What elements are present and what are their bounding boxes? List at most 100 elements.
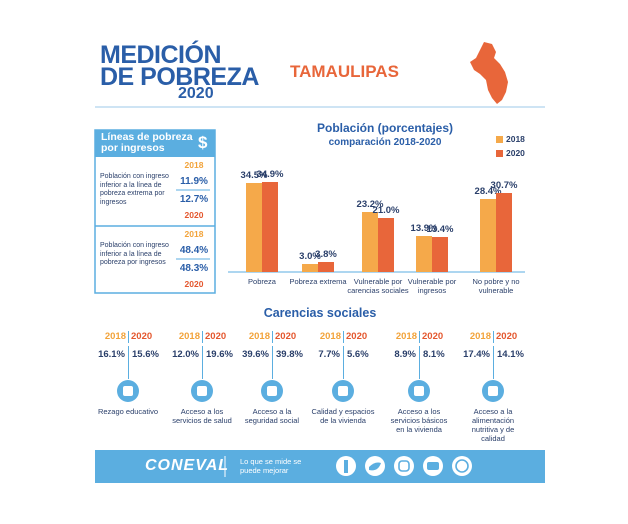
bar <box>496 192 512 272</box>
bar <box>480 198 496 272</box>
bar <box>362 212 378 272</box>
year-2018: 2018 <box>469 331 491 342</box>
value-2020: 5.6% <box>347 349 369 360</box>
instagram-icon[interactable] <box>394 456 414 476</box>
value-2018: 12.0% <box>172 349 199 360</box>
title-2: DE POBREZA <box>100 63 259 91</box>
year-divider <box>493 331 494 343</box>
chart-subtitle: comparación 2018-2020 <box>328 137 442 148</box>
connector <box>419 346 420 379</box>
category-label: Vulnerable por carencias sociales <box>347 277 409 295</box>
year-2018: 2018 <box>395 331 417 342</box>
legend-label: 2018 <box>506 134 525 144</box>
value-label: 34.9% <box>256 169 284 180</box>
category-label: Vulnerable por ingresos <box>407 277 457 295</box>
value-label: 13.4% <box>426 224 454 236</box>
year-2020: 2020 <box>131 331 153 342</box>
value-label: 23.2% <box>356 199 384 211</box>
year-2020: 2020 <box>184 279 204 289</box>
year-divider <box>128 331 129 343</box>
bar <box>302 264 318 272</box>
category-label: Pobreza <box>248 277 276 286</box>
connector <box>272 346 273 379</box>
poverty-title: Líneas de pobreza por ingresos <box>101 131 193 154</box>
row-label: Población con ingreso inferior a la líne… <box>100 242 169 266</box>
value-label: 30.7% <box>490 179 518 191</box>
legend-swatch <box>496 150 503 157</box>
bar <box>318 262 334 272</box>
value-2020: 39.8% <box>276 349 303 360</box>
year-2020: 2020 <box>205 331 227 342</box>
year-2018: 2018 <box>184 229 204 239</box>
carencia-label: Acceso a la alimentación nutritiva y de … <box>471 407 515 443</box>
value-label: 28.4% <box>474 185 502 197</box>
dollar-icon: $ <box>198 133 208 152</box>
year-2020: 2020 <box>184 210 204 220</box>
icon-inner <box>338 386 348 396</box>
connector <box>128 346 129 379</box>
glyph <box>344 460 348 473</box>
value-2020: 14.1% <box>497 349 524 360</box>
legend-label: 2020 <box>506 148 525 158</box>
year-2020: 2020 <box>496 331 518 342</box>
carencia-label: Calidad y espacios de la vivienda <box>311 407 375 425</box>
glyph <box>427 462 439 470</box>
carencia-label: Acceso a los servicios básicos en la viv… <box>390 407 448 434</box>
icon-inner <box>414 386 424 396</box>
state-name: TAMAULIPAS <box>290 62 399 81</box>
slogan: Lo que se mide se puede mejorar <box>240 457 302 475</box>
year-2018: 2018 <box>104 331 126 342</box>
bar <box>432 237 448 272</box>
value-2018: 17.4% <box>463 349 490 360</box>
glyph <box>369 462 381 471</box>
bar <box>246 183 262 272</box>
value-2018: 39.6% <box>242 349 269 360</box>
value-label: 13.9% <box>410 223 438 235</box>
icon-inner <box>267 386 277 396</box>
bar <box>262 182 278 272</box>
year-2020: 2020 <box>275 331 297 342</box>
row-label: Población con ingreso inferior a la líne… <box>100 173 169 206</box>
poverty-box-header <box>95 130 215 157</box>
year-2020: 2020 <box>422 331 444 342</box>
carencia-label: Acceso a la seguridad social <box>244 407 300 425</box>
title-1: MEDICIÓN <box>100 41 222 69</box>
value-2018: 16.1% <box>98 349 125 360</box>
value-label: 34.5% <box>240 170 268 182</box>
value-2020: 8.1% <box>423 349 445 360</box>
category-label: Pobreza extrema <box>289 277 347 286</box>
icon-inner <box>123 386 133 396</box>
carencia-label: Acceso a los servicios de salud <box>172 407 232 425</box>
chart-title: Población (porcentajes) <box>316 121 454 135</box>
year-2020: 2020 <box>346 331 368 342</box>
year-2018: 2018 <box>248 331 270 342</box>
state-map <box>470 42 508 104</box>
value-2020: 15.6% <box>132 349 159 360</box>
web-icon[interactable] <box>452 456 472 476</box>
value-label: 3.0% <box>299 251 321 263</box>
year-2018: 2018 <box>319 331 341 342</box>
title-year: 2020 <box>178 85 214 102</box>
glyph <box>398 460 410 472</box>
year-divider <box>419 331 420 343</box>
year-divider <box>202 331 203 343</box>
connector <box>493 346 494 379</box>
value-2018: 7.7% <box>318 349 340 360</box>
bar <box>378 217 394 272</box>
value-2020: 19.6% <box>206 349 233 360</box>
category-label: No pobre y no vulnerable <box>472 277 520 295</box>
icon-inner <box>197 386 207 396</box>
carencia-label: Rezago educativo <box>97 407 159 416</box>
value-2018: 48.4% <box>179 245 209 256</box>
year-2018: 2018 <box>178 331 200 342</box>
value-label: 3.8% <box>315 249 337 261</box>
legend-swatch <box>496 136 503 143</box>
carencias-title: Carencias sociales <box>263 306 377 320</box>
connector <box>343 346 344 379</box>
social-glyphs <box>344 459 469 473</box>
glyph <box>455 459 469 473</box>
icon-inner <box>488 386 498 396</box>
value-2018: 8.9% <box>394 349 416 360</box>
